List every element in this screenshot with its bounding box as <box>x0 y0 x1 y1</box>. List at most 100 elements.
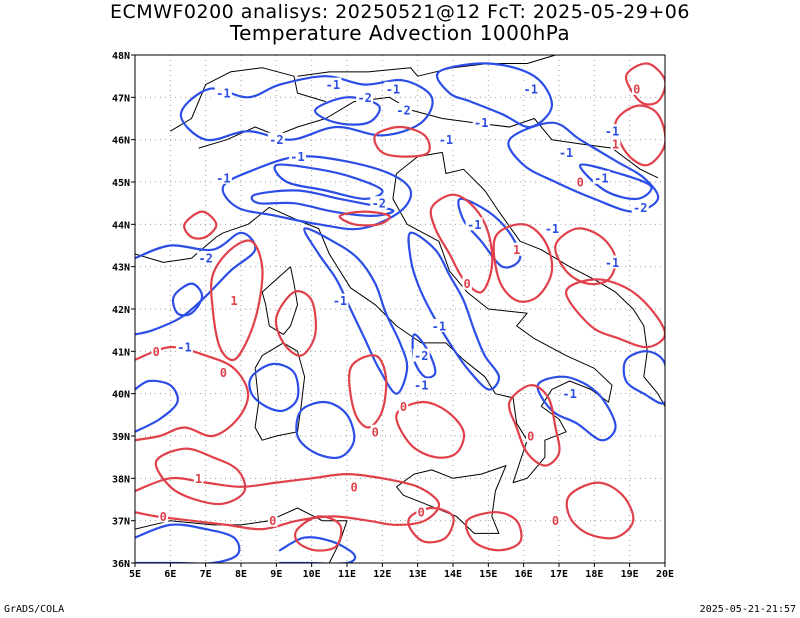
contour-label: 0 <box>372 425 379 439</box>
contour-label-bg <box>158 509 169 523</box>
contour-label: -1 <box>216 171 230 185</box>
contour-label: 1 <box>230 294 237 308</box>
contour-label-bg <box>324 77 342 91</box>
contour-line-level-0 <box>395 400 466 459</box>
contour-label-bg <box>218 365 229 379</box>
contour-label-bg <box>175 340 193 354</box>
contours <box>135 62 665 563</box>
contour-label-bg <box>193 471 204 485</box>
contour-label: -1 <box>216 87 230 101</box>
lon-tick-label: 18E <box>585 569 603 580</box>
contour-label-bg <box>575 175 585 188</box>
lat-tick-label: 43N <box>112 263 130 274</box>
contour-line-level-0 <box>565 481 635 540</box>
lon-tick-label: 6E <box>164 569 176 580</box>
contour-label: 0 <box>633 82 640 96</box>
lon-tick-label: 11E <box>338 569 356 580</box>
contour-line-level--1 <box>303 227 409 395</box>
contour-line-level--1 <box>179 75 434 142</box>
contour-label: -1 <box>290 150 304 164</box>
contour-label-bg <box>349 479 359 493</box>
contour-label: -1 <box>605 256 619 270</box>
contour-label-bg <box>462 276 472 290</box>
contour-label: 0 <box>418 506 425 520</box>
lat-tick-label: 39N <box>112 432 130 443</box>
lon-tick-label: 17E <box>550 569 568 580</box>
contour-label: -1 <box>562 387 576 401</box>
contour-label-bg <box>465 217 483 231</box>
coastline-austria-north <box>297 55 556 77</box>
contour-line-level-1 <box>624 62 665 106</box>
contour-label: 0 <box>350 480 357 494</box>
contour-line-level--1 <box>135 231 257 336</box>
lon-tick-label: 9E <box>270 569 282 580</box>
gridlines <box>135 55 665 563</box>
contour-line-level--1 <box>295 400 356 460</box>
coastline-swiss-border <box>170 67 326 132</box>
contour-label: 1 <box>195 472 202 486</box>
contour-line-level-0 <box>565 278 665 349</box>
contour-label: -1 <box>474 116 488 130</box>
contour-line-level-0 <box>373 125 431 158</box>
contour-label-bg <box>370 424 381 438</box>
contour-label-bg <box>268 513 278 527</box>
contour-label-bg <box>603 124 621 138</box>
contour-label: -1 <box>386 82 400 96</box>
lon-tick-label: 19E <box>621 569 639 580</box>
contour-label: 0 <box>552 514 559 528</box>
lon-ticks: 5E 6E 7E 8E 9E 10E 11E 12E 13E 14E 15E 16E 17E 18E 19E… <box>129 563 674 580</box>
lat-ticks: 36N 37N 38N 39N 40N 41N 42N 43N 44N 45N 46N 47N 48N <box>112 51 135 570</box>
contour-line-level-0 <box>348 354 388 429</box>
contour-label: -2 <box>633 201 647 215</box>
lon-tick-label: 15E <box>479 569 497 580</box>
coastline-balkan-coast <box>441 152 665 407</box>
chart-title: ECMWF0200 analisys: 20250521@12 FcT: 202… <box>110 1 690 23</box>
contour-label-bg <box>395 103 413 117</box>
lat-tick-label: 41N <box>112 347 130 358</box>
contour-label-bg <box>412 348 430 362</box>
contour-label-bg <box>631 200 649 214</box>
contour-line-level--1 <box>278 536 357 563</box>
footer-timestamp: 2025-05-21-21:57 <box>699 604 796 615</box>
contour-label-bg <box>631 81 642 95</box>
contour-line-level--1 <box>457 197 522 269</box>
contour-label-bg <box>543 221 561 235</box>
contour-label-bg <box>416 505 426 519</box>
contour-line-level-1 <box>492 223 554 303</box>
contour-line-level-1 <box>294 515 343 552</box>
contour-label: -2 <box>396 104 410 118</box>
contour-line-level-0 <box>464 511 523 552</box>
contour-label-bg <box>289 149 307 163</box>
lat-tick-label: 42N <box>112 305 130 316</box>
contour-label-bg <box>557 145 575 159</box>
lat-tick-label: 47N <box>112 93 130 104</box>
contour-label: -1 <box>605 125 619 139</box>
contour-label-bg <box>356 90 374 104</box>
contour-label-bg <box>384 81 402 95</box>
contour-label: -1 <box>177 341 191 355</box>
contour-label: -1 <box>333 294 347 308</box>
lat-tick-label: 37N <box>112 517 130 528</box>
contour-label-bg <box>525 429 536 442</box>
contour-label: 0 <box>464 277 471 291</box>
contour-line-level-1 <box>274 290 318 357</box>
lon-tick-label: 16E <box>515 569 533 580</box>
chart-subtitle: Temperature Advection 1000hPa <box>229 21 571 45</box>
footer-credit: GrADS/COLA <box>4 604 65 615</box>
contour-label: 1 <box>513 243 520 257</box>
contour-label: 0 <box>220 366 227 380</box>
lat-tick-label: 38N <box>112 474 130 485</box>
contour-label: 0 <box>527 430 534 444</box>
contour-line-level--1 <box>248 362 300 413</box>
contour-label: -1 <box>594 171 608 185</box>
contour-label: -1 <box>467 218 481 232</box>
lat-tick-label: 40N <box>112 390 130 401</box>
contour-line-level--2 <box>273 163 384 200</box>
contour-label: 0 <box>160 510 167 524</box>
contour-label: -1 <box>432 319 446 333</box>
contour-line-level-1 <box>338 210 391 227</box>
contour-line-level--1 <box>622 350 665 405</box>
lon-tick-label: 7E <box>200 569 212 580</box>
contour-label: -1 <box>559 146 573 160</box>
